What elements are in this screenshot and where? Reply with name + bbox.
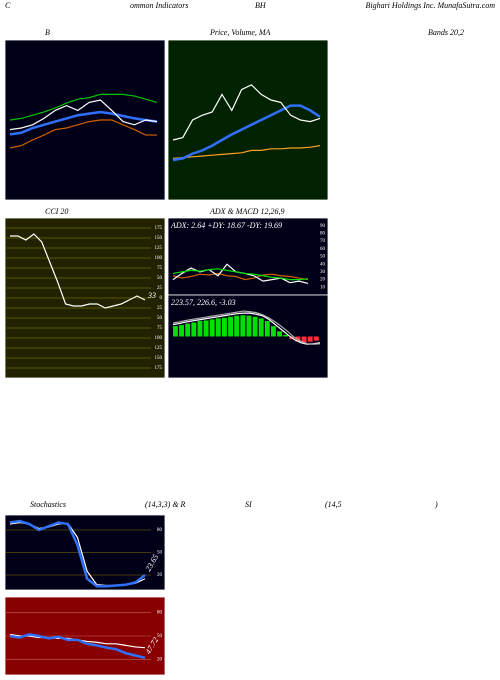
y-tick-label: 20 xyxy=(157,658,163,663)
caption: Price, Volume, MA xyxy=(209,28,271,37)
series-line xyxy=(172,312,321,345)
histogram-bar xyxy=(228,316,234,337)
indicator-readout: ADX: 2.64 +DY: 18.67 -DY: 19.69 xyxy=(170,221,282,230)
histogram-bar xyxy=(252,316,258,337)
histogram-bar xyxy=(203,320,209,337)
histogram-bar xyxy=(301,336,307,343)
caption: CCI 20 xyxy=(45,207,68,216)
y-tick-label: 100 xyxy=(155,256,163,261)
series-line xyxy=(172,268,309,281)
series-line xyxy=(9,119,157,149)
caption: (14,5 xyxy=(325,500,342,509)
histogram-bar xyxy=(258,318,264,337)
y-tick-label: 50 xyxy=(157,634,163,639)
caption: ADX & MACD 12,26,9 xyxy=(209,207,284,216)
y-tick-label: 50 xyxy=(157,316,163,321)
histogram-bar xyxy=(271,326,276,337)
histogram-bar xyxy=(197,320,203,337)
y-tick-label: 20 xyxy=(157,573,163,578)
y-tick-label: 0 xyxy=(160,296,163,301)
series-line xyxy=(9,519,146,588)
series-line xyxy=(9,110,158,136)
caption: C xyxy=(5,1,11,10)
caption: B xyxy=(45,28,50,37)
y-tick-label: 70 xyxy=(320,239,326,244)
caption: ) xyxy=(434,500,438,509)
histogram-bar xyxy=(307,336,313,342)
series-line xyxy=(10,233,146,309)
y-tick-label: 75 xyxy=(157,326,163,331)
series-line xyxy=(172,84,321,141)
histogram-bar xyxy=(191,322,197,337)
histogram-bar xyxy=(234,315,240,337)
y-tick-label: 25 xyxy=(157,286,163,291)
annotation: 33 xyxy=(147,291,156,300)
caption: BH xyxy=(255,1,267,10)
y-tick-label: 150 xyxy=(155,236,163,241)
y-tick-label: 75 xyxy=(157,266,163,271)
series-line xyxy=(172,145,321,159)
caption: Bighari Holdings Inc. MunafaSutra.com xyxy=(365,1,495,10)
y-tick-label: 50 xyxy=(157,276,163,281)
y-tick-label: 30 xyxy=(320,270,326,275)
histogram-bar xyxy=(179,325,185,337)
histogram-bar xyxy=(313,336,319,341)
series-line xyxy=(9,99,158,131)
y-tick-label: 175 xyxy=(155,366,163,371)
y-tick-label: 80 xyxy=(157,611,163,616)
series-line xyxy=(9,93,158,121)
y-tick-label: 80 xyxy=(157,528,163,533)
y-tick-label: 50 xyxy=(320,255,326,260)
histogram-bar xyxy=(277,331,283,337)
caption: Bands 20,2 xyxy=(428,28,464,37)
y-tick-label: 125 xyxy=(155,346,163,351)
y-tick-label: 20 xyxy=(320,278,326,283)
y-tick-label: 125 xyxy=(155,246,163,251)
series-line xyxy=(9,633,146,660)
series-line xyxy=(172,310,321,345)
histogram-bar xyxy=(209,319,215,337)
histogram-bar xyxy=(222,317,227,337)
histogram-bar xyxy=(246,315,252,337)
indicator-readout: 223.57, 226.6, -3.03 xyxy=(171,298,236,307)
histogram-bar xyxy=(264,320,270,337)
caption: (14,3,3) & R xyxy=(145,500,186,509)
histogram-bar xyxy=(283,334,289,337)
caption: SI xyxy=(245,500,252,509)
histogram-bar xyxy=(185,323,191,337)
caption: ommon Indicators xyxy=(130,1,188,10)
series-line xyxy=(172,272,309,281)
y-tick-label: 25 xyxy=(157,306,163,311)
y-tick-label: 40 xyxy=(320,262,326,267)
series-line xyxy=(172,104,321,162)
y-tick-label: 50 xyxy=(157,551,163,556)
y-tick-label: 175 xyxy=(155,226,163,231)
y-tick-label: 80 xyxy=(320,232,326,237)
histogram-bar xyxy=(240,315,246,337)
caption: Stochastics xyxy=(30,500,66,509)
watermark: MunafaSutra.com xyxy=(172,567,377,597)
y-tick-label: 60 xyxy=(320,247,326,252)
y-tick-label: 90 xyxy=(320,224,326,229)
y-tick-label: 10 xyxy=(320,285,326,290)
histogram-bar xyxy=(173,326,178,337)
histogram-bar xyxy=(215,318,221,337)
y-tick-label: 150 xyxy=(155,356,163,361)
y-tick-label: 100 xyxy=(155,336,163,341)
